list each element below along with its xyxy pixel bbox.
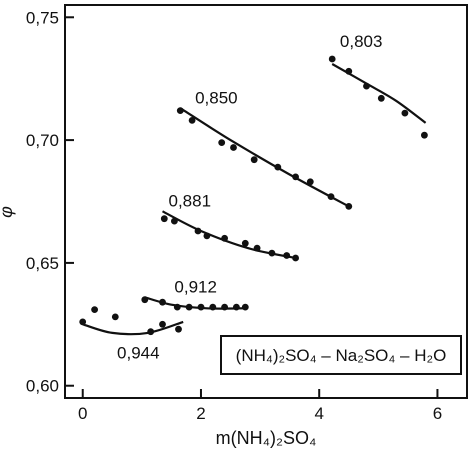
data-point <box>274 163 282 171</box>
legend-text: (NH₄)₂SO₄ – Na₂SO₄ – H₂O <box>236 346 447 365</box>
data-point <box>253 244 261 252</box>
data-point <box>345 203 353 210</box>
data-point <box>221 303 229 311</box>
data-point <box>345 67 353 75</box>
x-axis-label: m(NH₄)₂SO₄ <box>216 428 317 448</box>
data-points <box>79 55 428 336</box>
data-point <box>250 156 258 164</box>
data-point <box>363 82 370 90</box>
y-tick-label: 0,70 <box>26 131 59 150</box>
y-tick-label: 0,75 <box>26 8 59 27</box>
fit-curve <box>179 107 350 208</box>
data-point <box>221 234 229 242</box>
data-point <box>188 117 196 124</box>
plot-frame <box>64 4 468 399</box>
data-point <box>194 227 202 235</box>
data-point <box>306 178 314 186</box>
data-point <box>173 303 181 311</box>
series-label: 0,912 <box>174 277 217 296</box>
data-point <box>268 249 276 257</box>
data-point <box>218 139 226 147</box>
data-point <box>292 254 299 262</box>
data-point <box>327 193 335 201</box>
data-point <box>292 173 299 181</box>
series-label: 0,881 <box>169 191 212 210</box>
data-point <box>147 328 155 336</box>
data-point <box>230 144 237 151</box>
data-point <box>111 313 119 321</box>
data-point <box>241 239 249 247</box>
legend-frame <box>220 335 462 375</box>
data-point <box>241 303 249 311</box>
data-point <box>401 109 409 117</box>
data-point <box>197 303 205 311</box>
series-label: 0,803 <box>340 32 383 51</box>
data-point <box>176 107 184 114</box>
data-point <box>159 298 166 306</box>
y-axis-label: φ <box>0 206 16 218</box>
data-point <box>159 320 166 328</box>
series-label: 0,944 <box>117 344 160 363</box>
data-point <box>328 55 336 63</box>
data-point <box>203 232 211 240</box>
data-point <box>175 325 182 333</box>
data-point <box>160 215 168 223</box>
x-tick-label: 4 <box>314 404 323 423</box>
x-tick-label: 6 <box>433 404 442 423</box>
legend-box: (NH₄)₂SO₄ – Na₂SO₄ – H₂O <box>220 335 462 375</box>
data-point <box>233 303 240 311</box>
series-label: 0,850 <box>195 88 238 107</box>
curve-labels: 0,803 0,850 0,881 0,912 0,944 <box>117 32 382 363</box>
data-point <box>91 306 98 313</box>
fit-curve <box>161 210 296 260</box>
x-tick-label: 2 <box>196 404 205 423</box>
y-axis-ticks: 0,60 0,65 0,70 0,75 <box>26 8 74 396</box>
y-tick-label: 0,60 <box>26 377 59 396</box>
x-tick-label: 0 <box>78 404 87 423</box>
data-point <box>79 318 87 326</box>
fit-curve <box>82 320 184 336</box>
data-point <box>283 252 291 259</box>
data-point <box>171 217 178 225</box>
fit-curves <box>82 63 427 336</box>
y-tick-label: 0,65 <box>26 254 59 273</box>
data-point <box>377 94 385 102</box>
data-point <box>209 303 217 311</box>
data-point <box>185 303 193 311</box>
data-point <box>421 131 428 139</box>
data-point <box>141 296 149 304</box>
x-axis-ticks: 0 2 4 6 <box>78 389 442 423</box>
